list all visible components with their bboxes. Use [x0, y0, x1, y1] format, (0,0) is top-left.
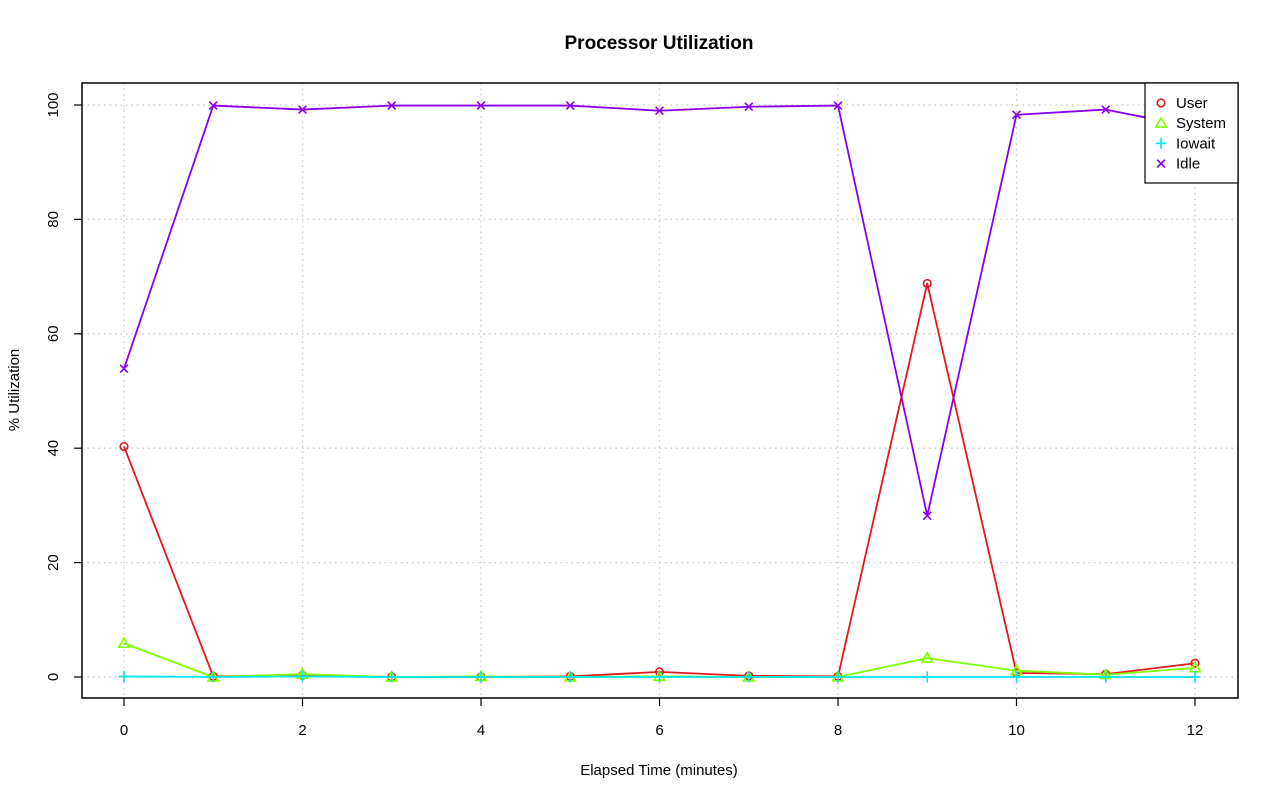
x-tick-label: 10	[1008, 722, 1025, 739]
data-point-user	[119, 441, 129, 452]
legend: User System Iowait Idle	[1144, 82, 1239, 184]
data-point-idle	[119, 364, 129, 374]
data-point-idle	[387, 101, 397, 111]
y-tick-label: 100	[45, 92, 62, 117]
y-tick-label: 60	[45, 325, 62, 342]
data-point-iowait	[921, 671, 933, 683]
y-tick-label: 0	[45, 673, 62, 681]
data-point-system	[920, 651, 934, 663]
y-axis-label: % Utilization	[6, 349, 23, 432]
legend-marker-iowait	[1155, 137, 1167, 149]
legend-marker-system	[1154, 116, 1168, 128]
data-point-iowait	[832, 671, 844, 683]
data-point-iowait	[1189, 671, 1201, 683]
data-point-iowait	[1100, 671, 1112, 683]
data-point-idle	[922, 511, 932, 521]
data-point-idle	[565, 101, 575, 111]
x-tick-label: 4	[477, 722, 485, 739]
legend-item-system: System	[1154, 115, 1226, 132]
data-point-idle	[476, 101, 486, 111]
legend-marker-idle	[1156, 159, 1166, 169]
data-point-iowait	[654, 671, 665, 683]
series-idle	[119, 101, 1200, 521]
x-tick-label: 6	[655, 722, 663, 739]
data-point-idle	[1012, 110, 1021, 120]
x-tick-label: 2	[298, 722, 306, 739]
legend-label-iowait: Iowait	[1176, 135, 1216, 152]
series-layer	[117, 101, 1202, 683]
data-point-idle	[655, 106, 664, 116]
y-tick-label: 80	[45, 211, 62, 228]
legend-item-user: User	[1156, 95, 1208, 112]
data-point-iowait	[743, 671, 755, 683]
data-point-iowait	[1011, 671, 1022, 683]
series-iowait	[118, 670, 1201, 683]
x-axis: 0 2 4 6 8 10 12	[120, 698, 1204, 739]
data-point-iowait	[297, 670, 308, 682]
x-tick-label: 8	[834, 722, 842, 739]
legend-label-user: User	[1176, 95, 1208, 112]
y-tick-label: 20	[45, 554, 62, 571]
data-point-iowait	[564, 671, 576, 683]
data-point-iowait	[475, 671, 487, 683]
x-tick-label: 0	[120, 722, 128, 739]
chart-title: Processor Utilization	[565, 33, 754, 54]
y-axis: 0 20 40 60 80 100	[45, 92, 82, 681]
legend-label-idle: Idle	[1176, 156, 1200, 173]
data-point-iowait	[386, 671, 398, 683]
data-point-system	[117, 636, 131, 648]
data-point-idle	[298, 105, 307, 115]
data-point-idle	[208, 101, 218, 111]
x-axis-label: Elapsed Time (minutes)	[580, 762, 738, 779]
data-point-user	[1190, 658, 1200, 668]
data-point-idle	[744, 102, 754, 112]
data-point-idle	[833, 101, 843, 111]
data-point-iowait	[207, 671, 219, 683]
x-tick-label: 12	[1187, 722, 1204, 739]
legend-item-idle: Idle	[1156, 156, 1200, 173]
legend-item-iowait: Iowait	[1155, 135, 1216, 152]
data-point-idle	[1101, 105, 1111, 115]
data-point-iowait	[118, 670, 130, 682]
data-point-user	[922, 278, 932, 289]
legend-label-system: System	[1176, 115, 1226, 132]
legend-marker-user	[1156, 98, 1166, 108]
y-tick-label: 40	[45, 440, 62, 457]
